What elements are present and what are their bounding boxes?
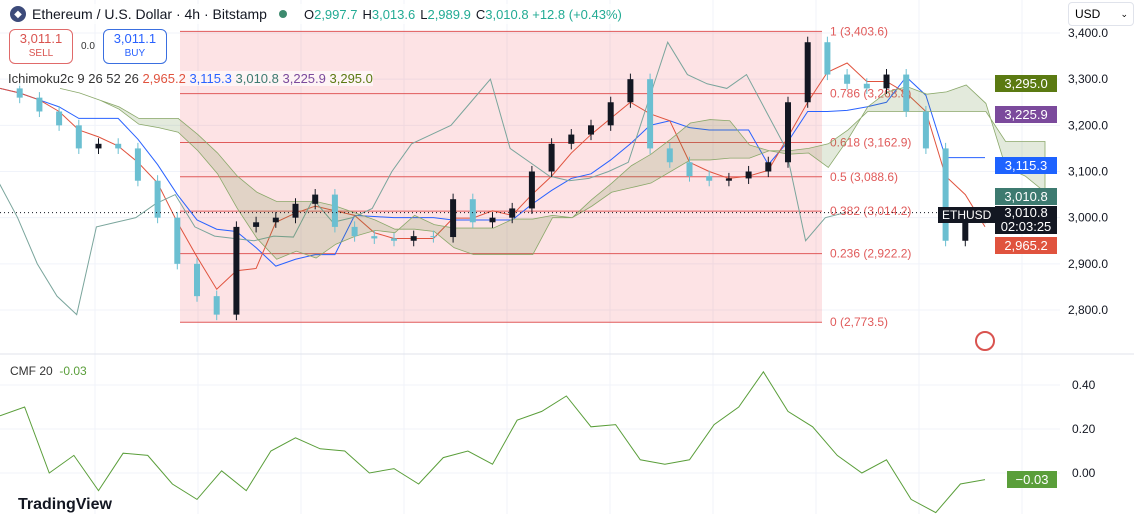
candle-body: [863, 83, 870, 89]
price-tag-base: 3,115.3: [995, 157, 1057, 174]
candle-body: [568, 134, 575, 144]
candle-body: [95, 143, 102, 149]
ichimoku-conversion-line: [0, 62, 986, 291]
candle-body: [765, 162, 772, 172]
candle-body: [469, 199, 476, 223]
candle-body: [647, 79, 654, 149]
candle-body: [844, 74, 851, 84]
candle-body: [272, 217, 279, 223]
fib-level-label: 0.618 (3,162.9): [830, 135, 911, 149]
price-tag-conversion: 2,965.2: [995, 237, 1057, 254]
candle-body: [450, 199, 457, 238]
fib-level-label: 1 (3,403.6): [830, 24, 888, 38]
ichimoku-legend[interactable]: Ichimoku2c 9 26 52 26 2,965.2 3,115.3 3,…: [8, 71, 373, 86]
candle-body: [292, 203, 299, 218]
symbol-title[interactable]: Ethereum / U.S. Dollar · 4h · Bitstamp: [32, 6, 267, 22]
candle-body: [410, 236, 417, 241]
fib-level-label: 0.382 (3,014.2): [830, 204, 911, 218]
cmf-value-tag: −0.03: [1007, 471, 1057, 488]
candle-body: [607, 102, 614, 126]
candle-body: [430, 236, 437, 238]
candle-body: [331, 194, 338, 227]
spread: 0.0: [81, 41, 95, 52]
candle-body: [16, 88, 23, 98]
candle-body: [922, 111, 929, 149]
chart-header: ◆ Ethereum / U.S. Dollar · 4h · Bitstamp…: [6, 4, 626, 24]
candle-body: [134, 148, 141, 181]
candle-body: [56, 111, 63, 126]
candle-body: [371, 236, 378, 239]
candle-body: [115, 143, 122, 149]
flag-icon: [975, 331, 995, 351]
price-axis-label: 3,000.0: [1068, 211, 1108, 225]
candle-body: [36, 97, 43, 112]
ichimoku-lagging-line: [0, 41, 846, 316]
trade-panel: 3,011.1 SELL 0.0 3,011.1 BUY: [9, 29, 167, 64]
candle-body: [75, 125, 82, 149]
candle-body: [548, 143, 555, 172]
candle-body: [903, 74, 910, 112]
candle-body: [174, 217, 181, 264]
candle-body: [194, 263, 200, 297]
fib-level-label: 0.236 (2,922.2): [830, 247, 911, 261]
candle-body: [213, 296, 220, 315]
candle-body: [942, 148, 949, 241]
price-tag-senkou-a: 3,225.9: [995, 106, 1057, 123]
candle-body: [154, 180, 161, 218]
candle-body: [588, 125, 594, 135]
candle-body: [253, 222, 260, 227]
ohlc-values: O2,997.7 H3,013.6 L2,989.9 C3,010.8 +12.8 (…: [303, 6, 622, 22]
cmf-axis-label: 0.40: [1072, 378, 1096, 392]
chevron-down-icon: ⌄: [1120, 9, 1128, 19]
fib-level-label: 0 (2,773.5): [830, 315, 888, 329]
candle-body: [528, 171, 535, 209]
candle-body: [883, 74, 890, 89]
candle-body: [745, 171, 752, 179]
symbol-label: ETHUSD: [938, 207, 996, 223]
buy-button[interactable]: 3,011.1 BUY: [102, 29, 167, 64]
candle-body: [666, 148, 673, 163]
last-price-tag: 3,010.8 02:03:25: [995, 206, 1057, 234]
price-axis-label: 3,200.0: [1068, 118, 1108, 132]
candle-body: [725, 178, 732, 181]
sell-button[interactable]: 3,011.1 SELL: [9, 29, 73, 64]
price-axis-label: 3,100.0: [1068, 165, 1108, 179]
ethereum-icon: ◆: [10, 6, 26, 22]
candle-body: [686, 162, 693, 177]
cmf-legend[interactable]: CMF 20 -0.03: [10, 364, 87, 378]
candle-body: [233, 226, 240, 315]
candle-body: [962, 217, 969, 241]
candle-body: [785, 102, 791, 163]
candle-body: [489, 217, 496, 223]
candle-body: [627, 79, 634, 103]
price-axis-label: 2,900.0: [1068, 257, 1108, 271]
cmf-axis-label: 0.00: [1072, 466, 1096, 480]
cmf-axis-label: 0.20: [1072, 422, 1096, 436]
price-tag-lagging: 3,010.8: [995, 188, 1057, 205]
candle-body: [312, 194, 319, 204]
cmf-line: [0, 370, 986, 514]
candle-body: [351, 226, 358, 237]
price-axis-label: 3,300.0: [1068, 72, 1108, 86]
candle-body: [706, 176, 713, 181]
price-tag-senkou-b: 3,295.0: [995, 75, 1057, 92]
candle-body: [804, 42, 811, 103]
candle-body: [824, 42, 831, 75]
market-status-dot: [278, 10, 287, 18]
fib-level-label: 0.5 (3,088.6): [830, 170, 898, 184]
currency-select[interactable]: USD ⌄: [1068, 2, 1134, 26]
price-axis-label: 3,400.0: [1068, 26, 1108, 40]
tradingview-logo: TradingView: [18, 496, 112, 513]
candle-body: [391, 238, 397, 241]
price-axis-label: 2,800.0: [1068, 303, 1108, 317]
